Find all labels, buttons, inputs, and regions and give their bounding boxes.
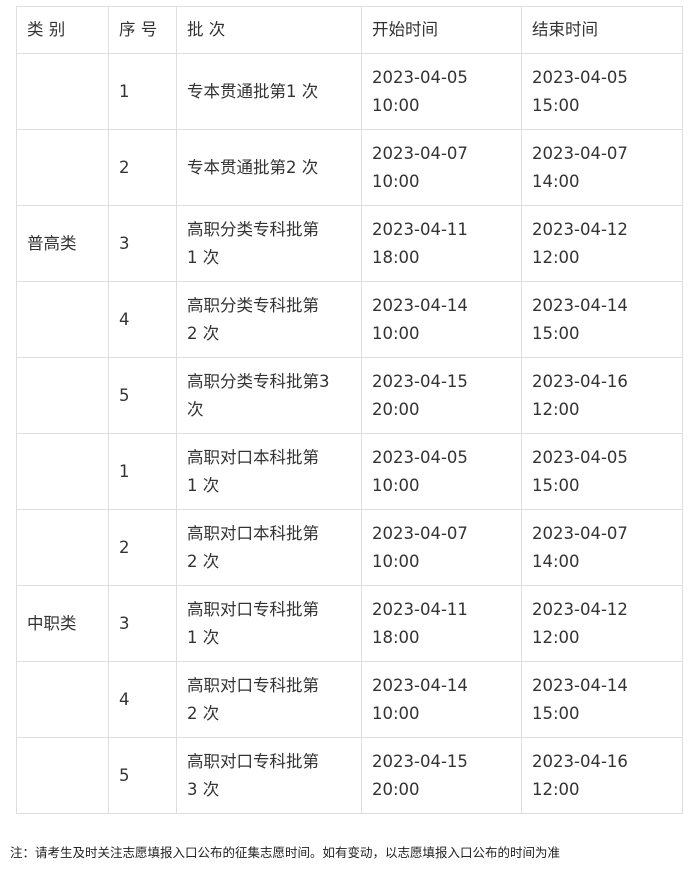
- table-row: 2 专本贯通批第2 次 2023-04-07 10:00 2023-04-07 14:…: [16, 129, 683, 206]
- header-batch: 批 次: [176, 6, 362, 54]
- cell-start: 2023-04-11 18:00: [361, 585, 522, 662]
- cell-start: 2023-04-15 20:00: [361, 357, 522, 434]
- header-no: 序 号: [108, 6, 177, 54]
- table-row: 1 专本贯通批第1 次 2023-04-05 10:00 2023-04-05 15:…: [16, 53, 683, 130]
- cell-no: 5: [108, 357, 177, 434]
- cell-batch: 高职对口本科批第 2 次: [176, 509, 362, 586]
- cell-no: 3: [108, 205, 177, 282]
- schedule-table: 类 别 序 号 批 次 开始时间 结束时间 1 专本贯通批第1 次 2023-04-…: [16, 6, 683, 814]
- cell-no: 4: [108, 661, 177, 738]
- cell-category: 普高类: [16, 205, 109, 282]
- cell-batch: 高职分类专科批第 2 次: [176, 281, 362, 358]
- table-row: 中职类 3 高职对口专科批第 1 次 2023-04-11 18:00 2023-04-…: [16, 585, 683, 662]
- cell-end: 2023-04-12 12:00: [521, 205, 683, 282]
- header-category: 类 别: [16, 6, 109, 54]
- cell-end: 2023-04-05 15:00: [521, 53, 683, 130]
- cell-category: [16, 53, 109, 130]
- cell-batch: 高职对口专科批第 1 次: [176, 585, 362, 662]
- cell-no: 4: [108, 281, 177, 358]
- cell-no: 3: [108, 585, 177, 662]
- table-row: 1 高职对口本科批第 1 次 2023-04-05 10:00 2023-04-05 …: [16, 433, 683, 510]
- cell-batch: 高职对口专科批第 3 次: [176, 737, 362, 814]
- cell-end: 2023-04-12 12:00: [521, 585, 683, 662]
- cell-category: [16, 433, 109, 510]
- cell-category: 中职类: [16, 585, 109, 662]
- cell-no: 2: [108, 129, 177, 206]
- cell-no: 5: [108, 737, 177, 814]
- cell-end: 2023-04-07 14:00: [521, 129, 683, 206]
- header-start: 开始时间: [361, 6, 522, 54]
- table-row: 普高类 3 高职分类专科批第 1 次 2023-04-11 18:00 2023-04-…: [16, 205, 683, 282]
- cell-batch: 高职对口本科批第 1 次: [176, 433, 362, 510]
- table-row: 2 高职对口本科批第 2 次 2023-04-07 10:00 2023-04-07 …: [16, 509, 683, 586]
- cell-batch: 高职分类专科批第 1 次: [176, 205, 362, 282]
- cell-category: [16, 509, 109, 586]
- cell-start: 2023-04-14 10:00: [361, 661, 522, 738]
- cell-no: 1: [108, 433, 177, 510]
- header-end: 结束时间: [521, 6, 683, 54]
- cell-category: [16, 661, 109, 738]
- cell-no: 1: [108, 53, 177, 130]
- cell-end: 2023-04-14 15:00: [521, 281, 683, 358]
- cell-batch: 高职分类专科批第3 次: [176, 357, 362, 434]
- cell-start: 2023-04-07 10:00: [361, 509, 522, 586]
- cell-start: 2023-04-05 10:00: [361, 53, 522, 130]
- header-row: 类 别 序 号 批 次 开始时间 结束时间: [16, 6, 683, 54]
- cell-start: 2023-04-07 10:00: [361, 129, 522, 206]
- cell-end: 2023-04-16 12:00: [521, 737, 683, 814]
- cell-batch: 高职对口专科批第 2 次: [176, 661, 362, 738]
- cell-batch: 专本贯通批第2 次: [176, 129, 362, 206]
- cell-start: 2023-04-05 10:00: [361, 433, 522, 510]
- cell-category: [16, 281, 109, 358]
- cell-start: 2023-04-14 10:00: [361, 281, 522, 358]
- table-row: 4 高职对口专科批第 2 次 2023-04-14 10:00 2023-04-14 …: [16, 661, 683, 738]
- cell-end: 2023-04-07 14:00: [521, 509, 683, 586]
- table-row: 4 高职分类专科批第 2 次 2023-04-14 10:00 2023-04-14 …: [16, 281, 683, 358]
- table-row: 5 高职对口专科批第 3 次 2023-04-15 20:00 2023-04-16 …: [16, 737, 683, 814]
- cell-no: 2: [108, 509, 177, 586]
- cell-category: [16, 737, 109, 814]
- footnote: 注：请考生及时关注志愿填报入口公布的征集志愿时间。如有变动，以志愿填报入口公布的…: [10, 845, 561, 860]
- cell-end: 2023-04-16 12:00: [521, 357, 683, 434]
- cell-end: 2023-04-14 15:00: [521, 661, 683, 738]
- cell-batch: 专本贯通批第1 次: [176, 53, 362, 130]
- cell-start: 2023-04-15 20:00: [361, 737, 522, 814]
- cell-category: [16, 129, 109, 206]
- cell-end: 2023-04-05 15:00: [521, 433, 683, 510]
- cell-start: 2023-04-11 18:00: [361, 205, 522, 282]
- cell-category: [16, 357, 109, 434]
- table-row: 5 高职分类专科批第3 次 2023-04-15 20:00 2023-04-16 1…: [16, 357, 683, 434]
